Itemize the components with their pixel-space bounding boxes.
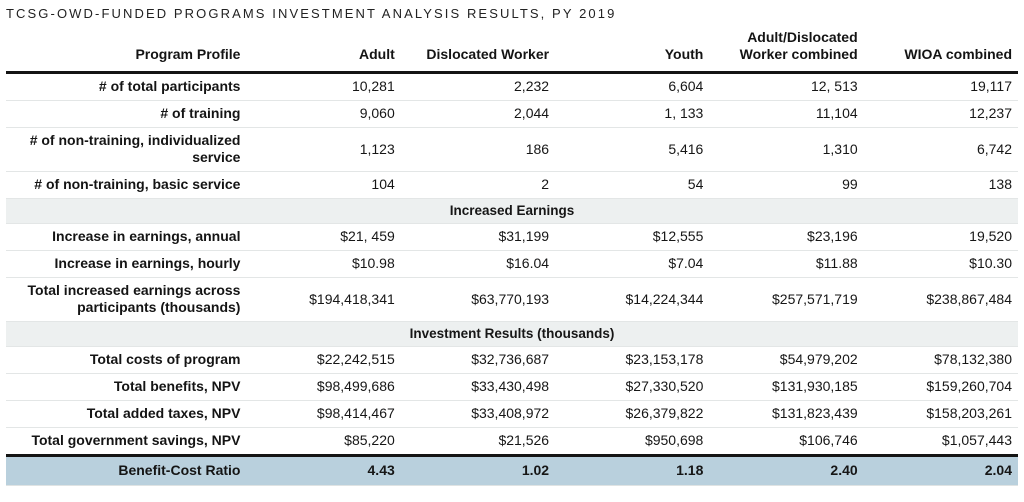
column-header-dislocated-worker: Dislocated Worker [400, 27, 556, 74]
cell-value: $257,571,719 [709, 277, 864, 322]
section-title: Increased Earnings [6, 198, 1018, 224]
cell-value: $26,379,822 [555, 400, 710, 428]
column-header-program-profile: Program Profile [6, 27, 247, 74]
row-label: Total costs of program [6, 346, 247, 374]
section-title: Investment Results (thousands) [6, 321, 1018, 347]
cell-value: 99 [709, 171, 864, 199]
cell-value: $33,430,498 [400, 373, 556, 401]
cell-value: 10,281 [246, 72, 401, 101]
cell-value: 11,104 [709, 100, 864, 128]
cell-value: $194,418,341 [246, 277, 401, 322]
cell-value: 1,123 [246, 127, 401, 172]
cell-value: 1.18 [555, 454, 710, 486]
cell-value: 9,060 [246, 100, 401, 128]
cell-value: $98,414,467 [246, 400, 401, 428]
table-row-total-added-taxes-npv: Total added taxes, NPV $98,414,467 $33,4… [6, 400, 1018, 428]
row-label: Total added taxes, NPV [6, 400, 247, 428]
cell-value: 104 [246, 171, 401, 199]
cell-value: $85,220 [246, 427, 401, 456]
table-row-earnings-hourly: Increase in earnings, hourly $10.98 $16.… [6, 250, 1018, 278]
table-row-earnings-annual: Increase in earnings, annual $21, 459 $3… [6, 223, 1018, 251]
table-row-training: # of training 9,060 2,044 1, 133 11,104 … [6, 100, 1018, 128]
row-label: # of total participants [6, 72, 247, 101]
row-label: Increase in earnings, hourly [6, 250, 247, 278]
cell-value: $106,746 [709, 427, 864, 456]
table-row-total-government-savings-npv: Total government savings, NPV $85,220 $2… [6, 427, 1018, 456]
cell-value: 1.02 [400, 454, 556, 486]
cell-value: $950,698 [555, 427, 710, 456]
cell-value: $1,057,443 [863, 427, 1018, 456]
table-row-total-participants: # of total participants 10,281 2,232 6,6… [6, 72, 1018, 101]
cell-value: $131,930,185 [709, 373, 864, 401]
row-label: Increase in earnings, annual [6, 223, 247, 251]
cell-value: $14,224,344 [555, 277, 710, 322]
cell-value: $131,823,439 [709, 400, 864, 428]
table-row-non-training-individualized: # of non-training, individualized servic… [6, 127, 1018, 172]
page-title: TCSG-OWD-FUNDED PROGRAMS INVESTMENT ANAL… [6, 6, 617, 21]
cell-value: $63,770,193 [400, 277, 556, 322]
cell-value: 19,520 [863, 223, 1018, 251]
cell-value: 1, 133 [555, 100, 710, 128]
cell-value: $10.98 [246, 250, 401, 278]
cell-value: $11.88 [709, 250, 864, 278]
table-row-total-costs: Total costs of program $22,242,515 $32,7… [6, 346, 1018, 374]
header-row: Program Profile Adult Dislocated Worker … [6, 27, 1018, 74]
table-row-non-training-basic: # of non-training, basic service 104 2 5… [6, 171, 1018, 199]
cell-value: 1,310 [709, 127, 864, 172]
cell-value: $31,199 [400, 223, 556, 251]
cell-value: 6,604 [555, 72, 710, 101]
cell-value: $12,555 [555, 223, 710, 251]
investment-analysis-table: Program Profile Adult Dislocated Worker … [6, 27, 1018, 486]
cell-value: $23,196 [709, 223, 864, 251]
cell-value: $27,330,520 [555, 373, 710, 401]
cell-value: $32,736,687 [400, 346, 556, 374]
cell-value: 54 [555, 171, 710, 199]
column-header-adult: Adult [246, 27, 401, 74]
cell-value: 4.43 [246, 454, 401, 486]
row-label: Benefit-Cost Ratio [6, 454, 247, 486]
cell-value: $22,242,515 [246, 346, 401, 374]
column-header-wioa-combined: WIOA combined [863, 27, 1018, 74]
cell-value: 5,416 [555, 127, 710, 172]
cell-value: $159,260,704 [863, 373, 1018, 401]
cell-value: 2,232 [400, 72, 556, 101]
cell-value: $78,132,380 [863, 346, 1018, 374]
cell-value: 186 [400, 127, 556, 172]
row-label: Total increased earnings across particip… [6, 277, 247, 322]
cell-value: $10.30 [863, 250, 1018, 278]
table-row-total-benefits-npv: Total benefits, NPV $98,499,686 $33,430,… [6, 373, 1018, 401]
cell-value: $21, 459 [246, 223, 401, 251]
column-header-youth: Youth [555, 27, 710, 74]
cell-value: 19,117 [863, 72, 1018, 101]
cell-value: $23,153,178 [555, 346, 710, 374]
section-row-investment-results: Investment Results (thousands) [6, 321, 1018, 347]
row-label: Total benefits, NPV [6, 373, 247, 401]
cell-value: 2.04 [863, 454, 1018, 486]
row-label: # of training [6, 100, 247, 128]
benefit-cost-ratio-row: Benefit-Cost Ratio 4.43 1.02 1.18 2.40 2… [6, 454, 1018, 486]
cell-value: $33,408,972 [400, 400, 556, 428]
column-header-adult-dw-combined: Adult/Dislocated Worker combined [709, 27, 864, 74]
cell-value: $16.04 [400, 250, 556, 278]
table-header: Program Profile Adult Dislocated Worker … [6, 27, 1018, 74]
cell-value: $21,526 [400, 427, 556, 456]
cell-value: $7.04 [555, 250, 710, 278]
cell-value: 12,237 [863, 100, 1018, 128]
cell-value: 2,044 [400, 100, 556, 128]
row-label: # of non-training, individualized servic… [6, 127, 247, 172]
cell-value: 12, 513 [709, 72, 864, 101]
cell-value: $158,203,261 [863, 400, 1018, 428]
page: TCSG-OWD-FUNDED PROGRAMS INVESTMENT ANAL… [6, 6, 1018, 486]
cell-value: $238,867,484 [863, 277, 1018, 322]
cell-value: 138 [863, 171, 1018, 199]
cell-value: $98,499,686 [246, 373, 401, 401]
table-row-total-increased-earnings: Total increased earnings across particip… [6, 277, 1018, 322]
row-label: # of non-training, basic service [6, 171, 247, 199]
section-row-increased-earnings: Increased Earnings [6, 198, 1018, 224]
row-label: Total government savings, NPV [6, 427, 247, 456]
cell-value: 2 [400, 171, 556, 199]
cell-value: 2.40 [709, 454, 864, 486]
cell-value: $54,979,202 [709, 346, 864, 374]
cell-value: 6,742 [863, 127, 1018, 172]
